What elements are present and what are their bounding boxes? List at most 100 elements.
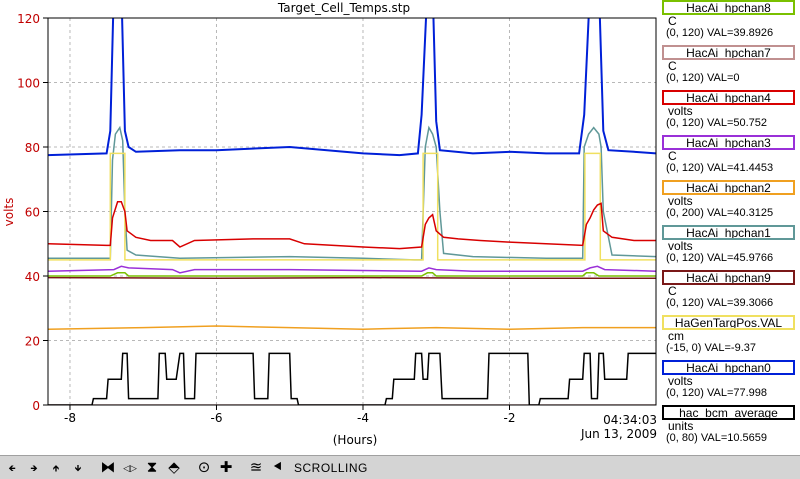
x-tick-label: -8 xyxy=(64,411,76,425)
y-tick-label: 60 xyxy=(25,206,40,220)
series-lines xyxy=(48,18,656,405)
x-tick-label: -6 xyxy=(210,411,222,425)
legend-unit: units xyxy=(668,419,694,433)
legend-range-value: (0, 120) VAL=41.4453 xyxy=(666,162,773,175)
legend-unit: volts xyxy=(668,239,693,253)
scroll-up-button[interactable]: 🡹 xyxy=(46,458,66,478)
zoom-in-x-button[interactable]: ⧓ xyxy=(98,458,118,478)
legend-entry[interactable]: HaGenTargPos.VAL cm (-15, 0) VAL=-9.37 xyxy=(660,315,800,368)
legend-range: (-15, 0) xyxy=(666,342,702,354)
legend-range: (0, 120) xyxy=(666,162,704,174)
legend-readout: VAL=39.3066 xyxy=(703,297,774,309)
legend-entry[interactable]: HacAi_hpchan0 volts (0, 120) VAL=77.998 xyxy=(660,360,800,413)
grid-lines xyxy=(48,17,656,406)
legend-entry[interactable]: hac_bcm_average units (0, 80) VAL=10.5659 xyxy=(660,405,800,458)
timestamp-time: 04:34:03 xyxy=(603,413,657,427)
chart-title: Target_Cell_Temps.stp xyxy=(277,1,410,15)
arrow-up-icon: 🡹 xyxy=(52,462,60,473)
legend-entry[interactable]: HacAi_hpchan1 volts (0, 120) VAL=45.9766 xyxy=(660,225,800,278)
zoom-out-horizontal-icon: ◁▷ xyxy=(123,462,137,473)
autoscale-button[interactable]: ⊙ xyxy=(194,458,214,478)
reset-button[interactable]: ✚ xyxy=(216,458,236,478)
y-tick-label: 20 xyxy=(25,335,40,349)
legend-readout: VAL=45.9766 xyxy=(703,252,774,264)
legend-range-value: (0, 120) VAL=39.8926 xyxy=(666,27,773,40)
legend-entry[interactable]: HacAi_hpchan7 C (0, 120) VAL=0 xyxy=(660,45,800,98)
legend-range-value: (0, 120) VAL=50.752 xyxy=(666,117,767,130)
legend-unit: C xyxy=(668,14,677,28)
legend-channel-name[interactable]: HacAi_hpchan7 xyxy=(662,45,795,60)
zoom-out-y-button[interactable]: ⬘ xyxy=(164,458,184,478)
legend-entry[interactable]: HacAi_hpchan8 C (0, 120) VAL=39.8926 xyxy=(660,0,800,53)
y-tick-label: 120 xyxy=(17,12,40,26)
legend-readout: VAL=10.5659 xyxy=(697,432,768,444)
zoom-in-vertical-icon: ⧗ xyxy=(146,458,158,476)
legend-unit: volts xyxy=(668,194,693,208)
series-line-HaGenTargPos.VAL xyxy=(48,152,656,261)
stack-plots-icon: ≊ xyxy=(249,458,263,476)
stack-plots-button[interactable]: ≊ xyxy=(246,458,266,478)
scroll-right-button[interactable]: 🡺 xyxy=(24,458,44,478)
legend-range-value: (0, 120) VAL=77.998 xyxy=(666,387,767,400)
legend-range: (0, 120) xyxy=(666,297,704,309)
legend-channel-name[interactable]: HacAi_hpchan1 xyxy=(662,225,795,240)
legend-readout: VAL=-9.37 xyxy=(701,342,756,354)
legend-channel-name[interactable]: HaGenTargPos.VAL xyxy=(662,315,795,330)
legend-range-value: (0, 120) VAL=45.9766 xyxy=(666,252,773,265)
legend-unit: C xyxy=(668,149,677,163)
back-to-start-button[interactable]: ⯇ xyxy=(268,458,288,478)
back-to-start-icon: ⯇ xyxy=(271,458,284,476)
zoom-in-y-button[interactable]: ⧗ xyxy=(142,458,162,478)
series-line-HacAi_hpchan2 xyxy=(48,325,656,330)
series-line-HacAi_hpchan8 xyxy=(48,272,656,277)
legend-unit: C xyxy=(668,59,677,73)
legend-entry[interactable]: HacAi_hpchan3 C (0, 120) VAL=41.4453 xyxy=(660,135,800,188)
legend-channel-name[interactable]: HacAi_hpchan4 xyxy=(662,90,795,105)
legend-readout: VAL=50.752 xyxy=(703,117,768,129)
y-tick-label: 40 xyxy=(25,270,40,284)
zoom-in-horizontal-icon: ⧓ xyxy=(100,458,116,476)
chart-plot[interactable]: Target_Cell_Temps.stp volts (Hours) 04:3… xyxy=(0,0,660,455)
arrow-right-icon: 🡺 xyxy=(30,462,38,473)
series-line-hac_bcm_average xyxy=(48,352,656,405)
zoom-out-vertical-icon: ⬘ xyxy=(168,458,180,476)
y-axis-label: volts xyxy=(2,198,16,227)
legend-range-value: (0, 120) VAL=0 xyxy=(666,72,740,85)
legend-readout: VAL=41.4453 xyxy=(703,162,774,174)
legend-entry[interactable]: HacAi_hpchan2 volts (0, 200) VAL=40.3125 xyxy=(660,180,800,233)
scroll-down-button[interactable]: 🡻 xyxy=(68,458,88,478)
timestamp-date: Jun 13, 2009 xyxy=(580,427,657,441)
arrow-left-icon: 🡸 xyxy=(8,462,16,473)
legend-channel-name[interactable]: HacAi_hpchan8 xyxy=(662,0,795,15)
legend-channel-name[interactable]: HacAi_hpchan2 xyxy=(662,180,795,195)
plot-frame xyxy=(47,17,657,406)
legend-channel-name[interactable]: hac_bcm_average xyxy=(662,405,795,420)
legend-entry[interactable]: HacAi_hpchan4 volts (0, 120) VAL=50.752 xyxy=(660,90,800,143)
series-line-HacAi_hpchan9 xyxy=(48,276,656,280)
legend-unit: C xyxy=(668,284,677,298)
legend-entry[interactable]: HacAi_hpchan9 C (0, 120) VAL=39.3066 xyxy=(660,270,800,323)
legend-unit: volts xyxy=(668,104,693,118)
legend-range: (0, 120) xyxy=(666,117,704,129)
legend: HacAi_hpchan8 C (0, 120) VAL=39.8926 HacAi_… xyxy=(660,0,800,455)
legend-range: (0, 120) xyxy=(666,27,704,39)
y-tick-label: 100 xyxy=(17,77,40,91)
series-line-HacAi_hpchan0 xyxy=(48,18,656,157)
legend-unit: volts xyxy=(668,374,693,388)
legend-channel-name[interactable]: HacAi_hpchan3 xyxy=(662,135,795,150)
legend-readout: VAL=39.8926 xyxy=(703,27,774,39)
toolbar: 🡸 🡺 🡹 🡻 ⧓ ◁▷ ⧗ ⬘ ⊙ ✚ ≊ ⯇ SCROLLING xyxy=(0,455,800,479)
legend-channel-name[interactable]: HacAi_hpchan9 xyxy=(662,270,795,285)
zoom-out-x-button[interactable]: ◁▷ xyxy=(120,458,140,478)
x-tick-label: -2 xyxy=(504,411,516,425)
y-tick-label: 80 xyxy=(25,141,40,155)
legend-readout: VAL=40.3125 xyxy=(703,207,774,219)
series-line-HacAi_hpchan1 xyxy=(48,125,656,261)
legend-range-value: (0, 200) VAL=40.3125 xyxy=(666,207,773,220)
legend-range: (0, 120) xyxy=(666,252,704,264)
legend-channel-name[interactable]: HacAi_hpchan0 xyxy=(662,360,795,375)
x-tick-label: -4 xyxy=(357,411,369,425)
circle-target-icon: ⊙ xyxy=(197,458,211,476)
scroll-left-button[interactable]: 🡸 xyxy=(2,458,22,478)
legend-readout: VAL=77.998 xyxy=(703,387,768,399)
